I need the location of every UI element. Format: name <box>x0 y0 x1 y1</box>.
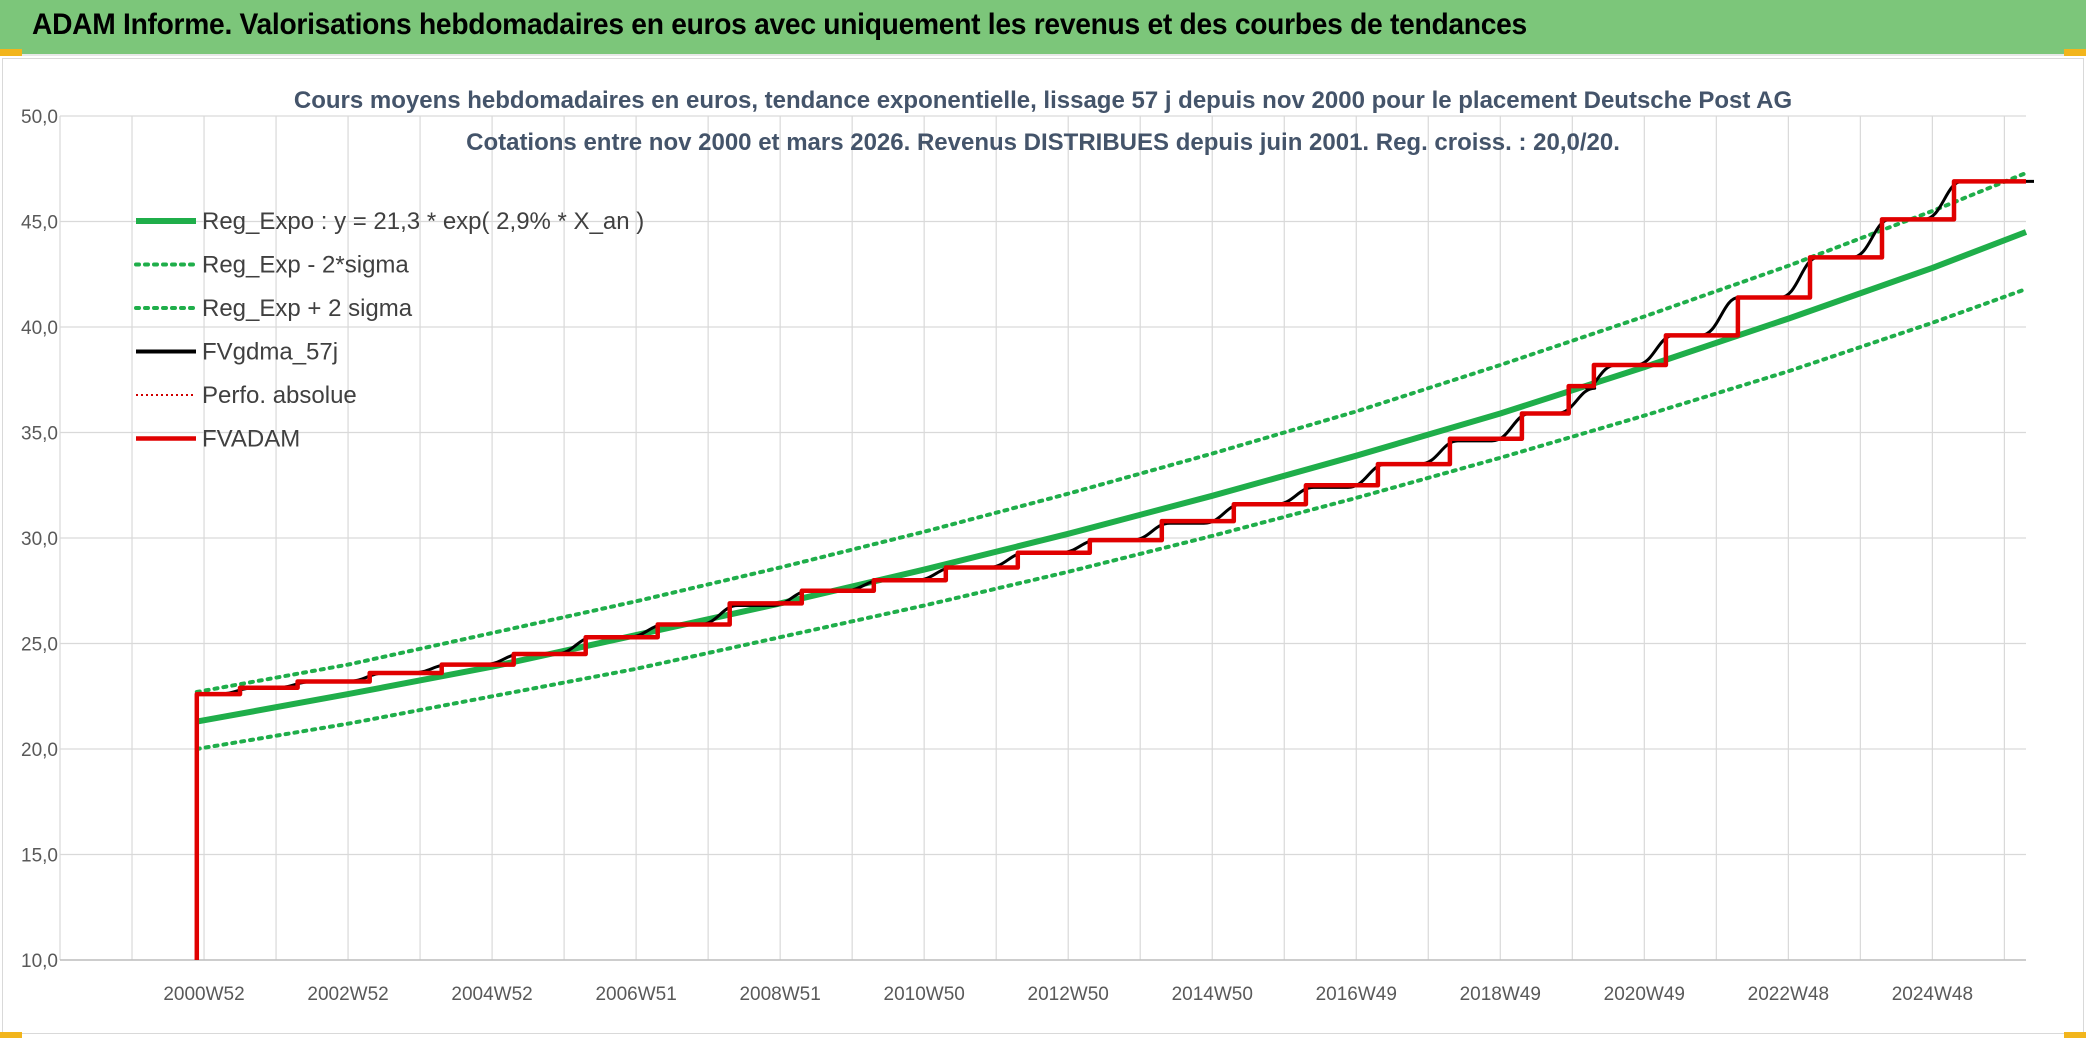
x-tick-label: 2016W49 <box>1316 984 1397 1005</box>
chart-grid <box>59 115 2026 961</box>
series-line-1 <box>194 287 2028 751</box>
y-tick-label: 40,0 <box>21 318 58 339</box>
y-tick-label: 20,0 <box>21 740 58 761</box>
x-tick-label: 2004W52 <box>451 984 532 1005</box>
chart-frame <box>2 58 2084 1034</box>
legend-label: Reg_Exp - 2*sigma <box>202 252 409 279</box>
y-tick-label: 10,0 <box>21 951 58 972</box>
legend-label: FVADAM <box>202 426 300 453</box>
y-tick-label: 25,0 <box>21 635 58 656</box>
x-tick-label: 2008W51 <box>739 984 820 1005</box>
page-title: ADAM Informe. Valorisations hebdomadaire… <box>32 8 1527 41</box>
x-tick-label: 2012W50 <box>1028 984 1109 1005</box>
legend-label: FVgdma_57j <box>202 339 338 366</box>
x-tick-label: 2006W51 <box>595 984 676 1005</box>
y-tick-label: 15,0 <box>21 846 58 867</box>
corner-accent-left <box>0 49 22 56</box>
bottom-accent-right <box>2064 1032 2086 1038</box>
chart-axis-labels: 10,0 15,0 20,0 25,0 30,0 35,0 40,0 45,0 50,0 2000… <box>21 107 1973 1005</box>
x-tick-label: 2002W52 <box>307 984 388 1005</box>
chart-legend: Reg_Expo : y = 21,3 * exp( 2,9% * X_an )… <box>134 208 644 453</box>
x-tick-label: 2020W49 <box>1604 984 1685 1005</box>
legend-label: Reg_Exp + 2 sigma <box>202 295 413 322</box>
x-tick-label: 2018W49 <box>1460 984 1541 1005</box>
x-tick-label: 2024W48 <box>1892 984 1973 1005</box>
legend-label: Reg_Expo : y = 21,3 * exp( 2,9% * X_an ) <box>202 208 644 235</box>
y-tick-label: 50,0 <box>21 107 58 128</box>
series-line-5 <box>194 179 2026 960</box>
chart-series <box>194 171 2034 960</box>
y-tick-label: 35,0 <box>21 424 58 445</box>
x-tick-label: 2022W48 <box>1748 984 1829 1005</box>
x-tick-label: 2010W50 <box>884 984 965 1005</box>
series-line-0 <box>196 229 2028 725</box>
x-tick-label: 2000W52 <box>163 984 244 1005</box>
y-tick-label: 30,0 <box>21 529 58 550</box>
y-tick-label: 45,0 <box>21 213 58 234</box>
series-line-3 <box>204 179 2034 696</box>
legend-label: Perfo. absolue <box>202 382 357 409</box>
chart-title: Cours moyens hebdomadaires en euros, ten… <box>294 87 1792 114</box>
x-tick-label: 2014W50 <box>1172 984 1253 1005</box>
bottom-accent-left <box>0 1032 22 1038</box>
corner-accent-right <box>2064 49 2086 56</box>
series-line-2 <box>194 171 2028 694</box>
header-banner: ADAM Informe. Valorisations hebdomadaire… <box>0 0 2086 56</box>
chart-subtitle: Cotations entre nov 2000 et mars 2026. R… <box>466 129 1620 156</box>
